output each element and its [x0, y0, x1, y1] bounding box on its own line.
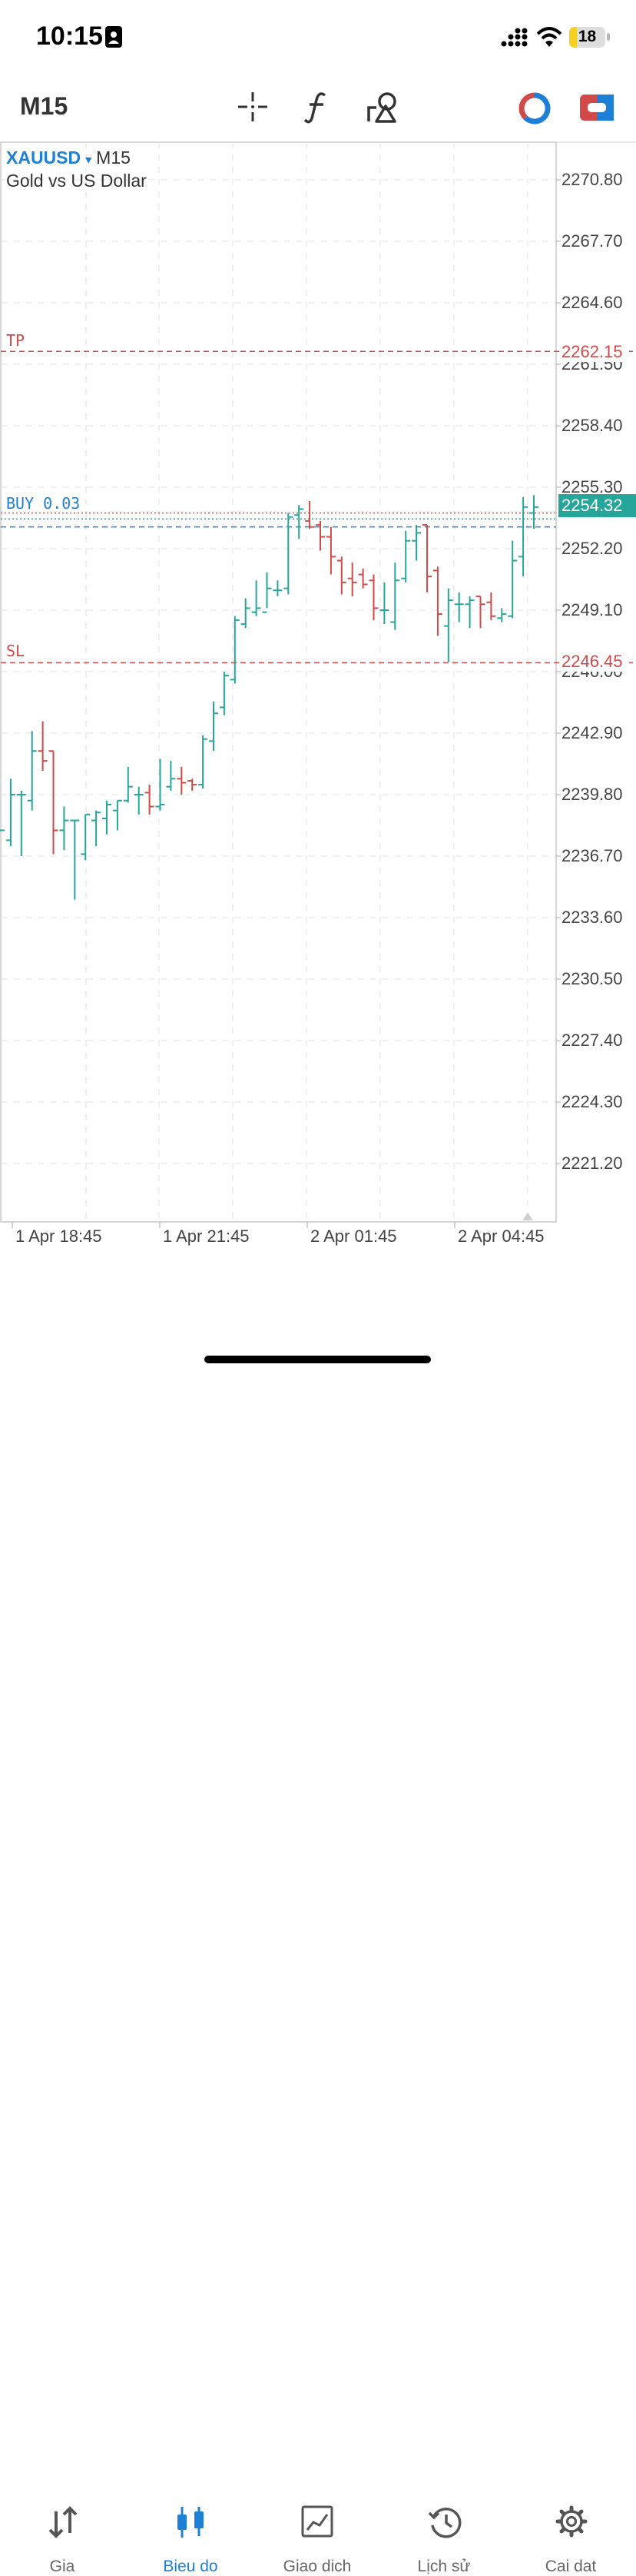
symbol-description: Gold vs US Dollar [6, 171, 147, 191]
sl-line-label: SL [6, 642, 25, 660]
price-tick-label: 2233.60 [561, 908, 623, 928]
price-tick-label: 2242.90 [561, 723, 623, 743]
price-tick-label: 2258.40 [561, 416, 623, 436]
autoscroll-marker [522, 1213, 533, 1220]
chart-frame [1, 142, 556, 1222]
gear-icon [555, 2505, 588, 2538]
price-tick-label: 2230.50 [561, 969, 623, 989]
symbol-name[interactable]: XAUUSD [6, 148, 81, 168]
tp-price-label: 2262.15 [561, 342, 629, 362]
price-tick-label: 2224.30 [561, 1092, 623, 1112]
tp-line-label: TP [6, 331, 25, 350]
time-tick-label: 1 Apr 18:45 [15, 1227, 102, 1247]
price-tick-label: 2270.80 [561, 170, 623, 190]
nav-chart-label: Bieu do [144, 2558, 237, 2576]
home-indicator [204, 1356, 431, 1363]
time-tick-label: 2 Apr 01:45 [310, 1227, 397, 1247]
trade-chart-icon [301, 2505, 333, 2538]
sl-price-label: 2246.45 [561, 652, 629, 672]
symbol-timeframe: M15 [96, 148, 131, 168]
chart-bars-icon [175, 2505, 207, 2539]
price-tick-label: 2227.40 [561, 1031, 623, 1051]
nav-settings-label: Cai dat [525, 2558, 617, 2576]
price-tick-label: 2221.20 [561, 1154, 623, 1173]
symbol-header[interactable]: XAUUSD ▾ M15 [6, 148, 131, 168]
quotes-icon [45, 2505, 81, 2539]
chart-area[interactable]: XAUUSD ▾ M15 Gold vs US Dollar TP SL BUY 0… [0, 0, 636, 1260]
price-tick-label: 2267.70 [561, 231, 623, 251]
price-tick-label: 2264.60 [561, 293, 623, 313]
order-line-label: BUY 0.03 [6, 494, 80, 513]
time-tick-label: 1 Apr 21:45 [163, 1227, 250, 1247]
price-tick-label: 2249.10 [561, 600, 623, 620]
nav-quotes-label: Gia [16, 2558, 108, 2576]
symbol-dropdown-icon[interactable]: ▾ [85, 154, 91, 167]
history-icon [427, 2505, 462, 2539]
price-tick-label: 2236.70 [561, 846, 623, 866]
current-price-label: 2254.32 [558, 494, 636, 517]
price-tick-label: 2239.80 [561, 785, 623, 805]
price-tick-label: 2252.20 [561, 539, 623, 559]
nav-trade-label: Giao dich [271, 2558, 363, 2576]
nav-history-label: Lịch sử [398, 2558, 490, 2576]
time-tick-label: 2 Apr 04:45 [458, 1227, 545, 1247]
